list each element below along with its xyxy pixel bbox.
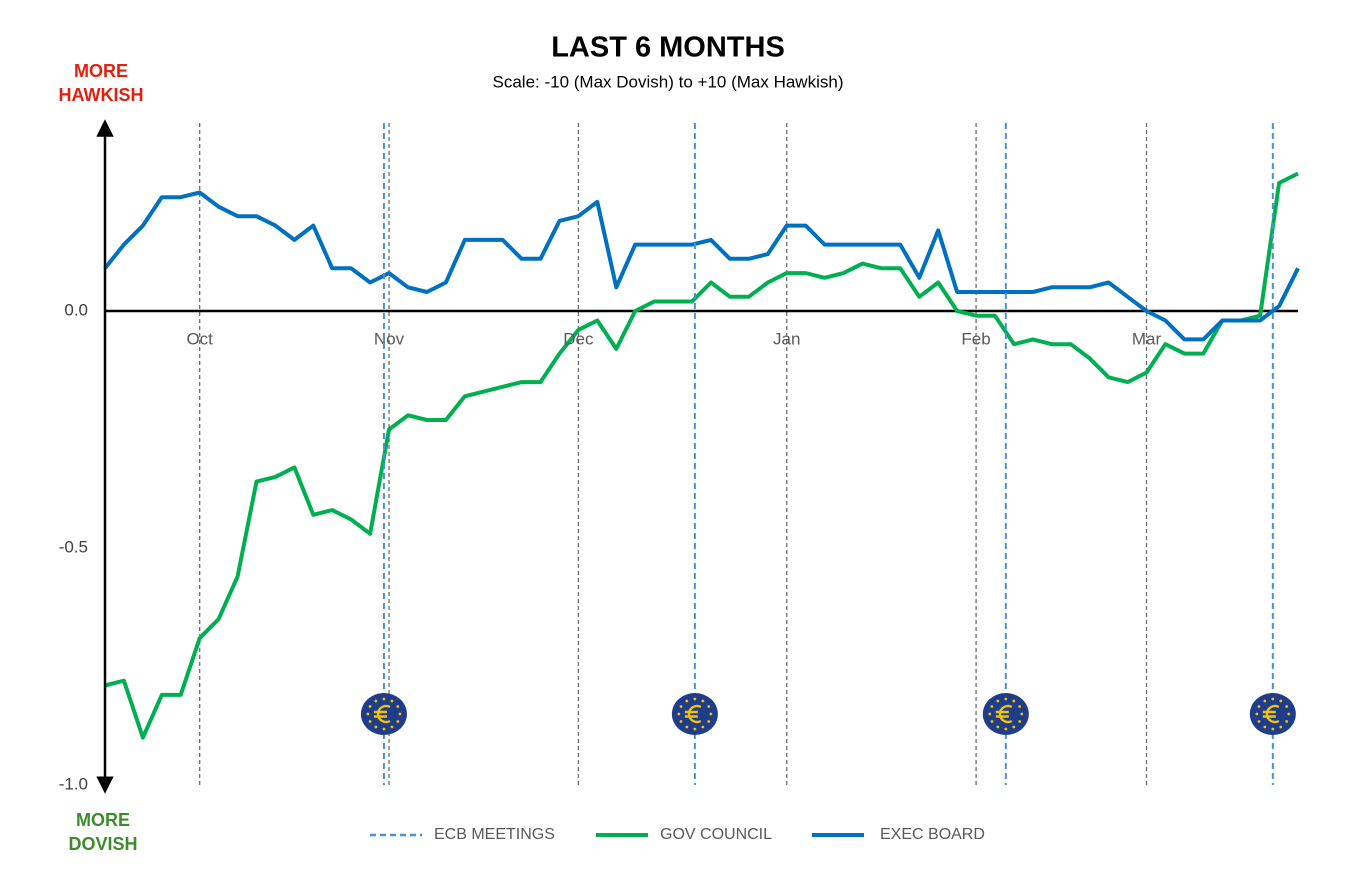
ecb-meeting	[671, 123, 718, 785]
euro-sign	[373, 704, 391, 724]
ecb-icon-star	[677, 712, 681, 716]
ecb-icon-star	[396, 720, 400, 723]
ecb-icon-star	[382, 697, 386, 701]
chart-title: LAST 6 MONTHS	[551, 32, 785, 64]
x-tick-label: Feb	[961, 329, 990, 348]
ecb-icon-star	[990, 705, 994, 708]
legend-label: EXEC BOARD	[880, 826, 985, 843]
ecb-icon-star	[707, 720, 711, 723]
ecb-meeting	[982, 123, 1029, 785]
dovish-label: MORE DOVISH	[68, 810, 138, 854]
ecb-icon-star	[709, 712, 713, 716]
ecb-icon-star	[1255, 712, 1259, 716]
hawkish-label: MORE HAWKISH	[58, 61, 144, 105]
ecb-icon-star	[679, 705, 683, 708]
ecb-icon-star	[1271, 697, 1275, 701]
ecb-icon-star	[996, 699, 1000, 703]
ecb-icon	[982, 693, 1029, 735]
ecb-icon-star	[382, 727, 386, 731]
ecb-icon-star	[707, 705, 711, 708]
ecb-icon-star	[1012, 699, 1016, 703]
ecb-icon-star	[1004, 727, 1008, 731]
x-tick-label: Dec	[563, 329, 594, 348]
ecb-icon-star	[1004, 697, 1008, 701]
ecb-icon-star	[693, 727, 697, 731]
ecb-icon-star	[996, 725, 1000, 729]
grid	[199, 123, 1148, 785]
ecb-icon-star	[1271, 727, 1275, 731]
ecb-icon-star	[1285, 705, 1289, 708]
euro-sign	[995, 704, 1013, 724]
x-tick-label: Nov	[374, 329, 405, 348]
ecb-icon-star	[685, 725, 689, 729]
lines	[103, 171, 1300, 740]
ecb-icon-star	[1285, 720, 1289, 723]
ecb-icon-star	[1018, 720, 1022, 723]
ecb-icon-star	[1018, 705, 1022, 708]
ecb-icon-star	[988, 712, 992, 716]
ecb-icon-star	[1012, 725, 1016, 729]
ecb-icon-star	[1257, 705, 1261, 708]
x-tick-label: Oct	[186, 329, 213, 348]
ecb-meeting	[1249, 123, 1296, 785]
ecb-icon-star	[990, 720, 994, 723]
y-tick-label: -0.5	[59, 537, 88, 556]
ecb-icon-star	[1263, 725, 1267, 729]
ecb-icon-star	[390, 725, 394, 729]
legend-label: ECB MEETINGS	[434, 826, 555, 843]
ecb-icon-star	[1020, 712, 1024, 716]
ecb-icon-star	[374, 699, 378, 703]
ecb-icon-star	[398, 712, 402, 716]
ecb-icon	[671, 693, 718, 735]
ecb-icon-star	[1263, 699, 1267, 703]
ecb-icon-star	[396, 705, 400, 708]
ecb-icon-star	[390, 699, 394, 703]
ecb-icon-star	[701, 725, 705, 729]
ecb-icon	[1249, 693, 1296, 735]
ecb-icon-star	[366, 712, 370, 716]
ecb-icon-star	[685, 699, 689, 703]
euro-sign	[1262, 704, 1280, 724]
chart-subtitle: Scale: -10 (Max Dovish) to +10 (Max Hawk…	[493, 72, 844, 91]
x-tick-label: Jan	[773, 329, 800, 348]
ecb-icon	[360, 693, 407, 735]
euro-sign	[684, 704, 702, 724]
ecb-icon-star	[1257, 720, 1261, 723]
ecb-icon-star	[679, 720, 683, 723]
ecb-icon-star	[701, 699, 705, 703]
ecb-icon-star	[374, 725, 378, 729]
y-tick-label: 0.0	[64, 300, 88, 319]
ecb-icon-star	[1279, 699, 1283, 703]
legend: ECB MEETINGS GOV COUNCIL EXEC BOARD	[370, 826, 985, 843]
ecb-icon-star	[693, 697, 697, 701]
y-tick-label: -1.0	[59, 774, 88, 793]
ecb-icon-star	[368, 705, 372, 708]
legend-label: GOV COUNCIL	[660, 826, 772, 843]
ecb-icon-star	[1287, 712, 1291, 716]
series-line	[104, 171, 1299, 740]
ecb-icon-star	[368, 720, 372, 723]
x-tick-label: Mar	[1132, 329, 1162, 348]
ecb-meeting	[360, 123, 407, 785]
series-line	[103, 190, 1300, 342]
ecb-icon-star	[1279, 725, 1283, 729]
